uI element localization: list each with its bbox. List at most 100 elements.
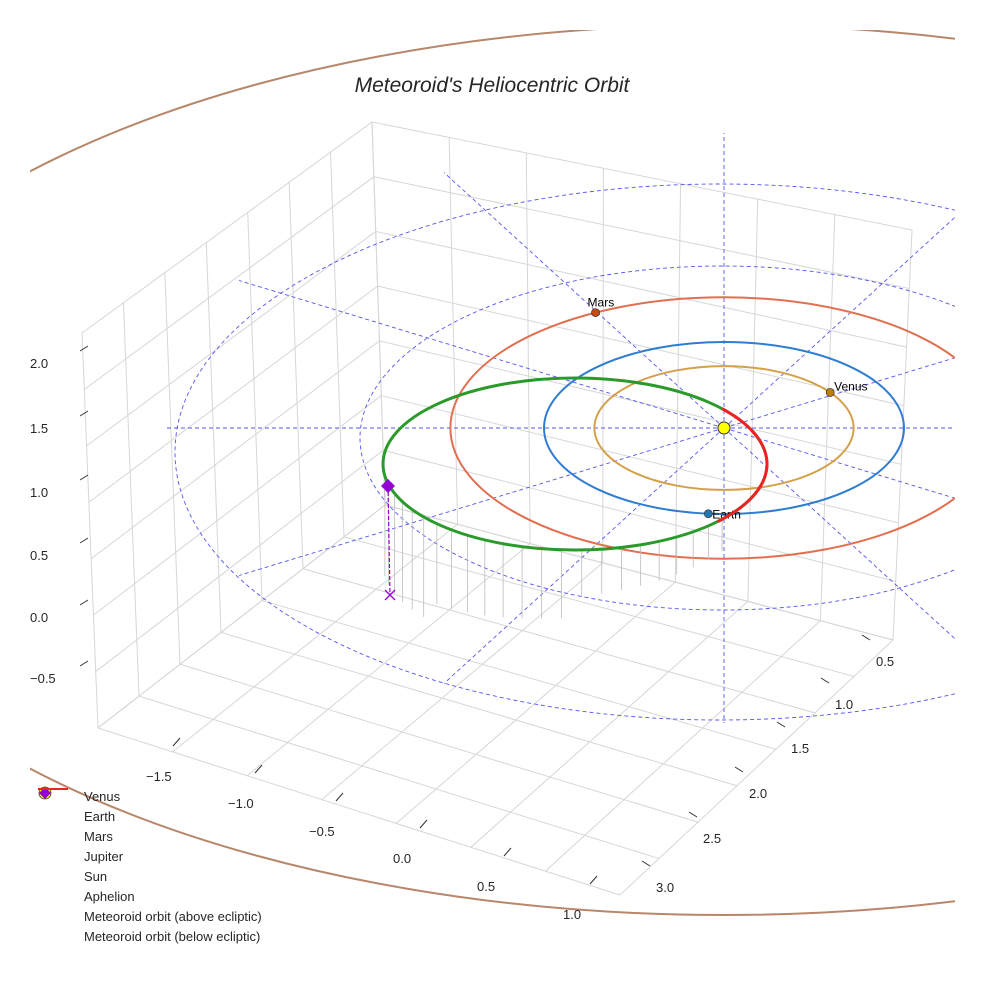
y-tick-label: 1.5 (791, 741, 809, 756)
y-tick-mark (734, 766, 744, 773)
back-pane-gridline (381, 395, 899, 524)
z-tick-mark (79, 537, 89, 544)
meteoroid-orbit-below (717, 407, 769, 523)
legend-item: Venus (38, 786, 262, 806)
legend-label: Meteoroid orbit (below ecliptic) (84, 928, 261, 944)
floor-pane-gridline (302, 568, 816, 714)
orbit-earth (543, 341, 905, 515)
floor-pane-gridline (97, 727, 621, 896)
floor-pane-gridline (545, 620, 821, 872)
legend-label: Mars (84, 828, 113, 844)
y-tick-label: 0.5 (876, 654, 894, 669)
planet-label-mars: Mars (588, 296, 615, 310)
y-tick-mark (861, 634, 871, 641)
legend-label: Aphelion (84, 888, 135, 904)
y-tick-label: 1.0 (835, 697, 853, 712)
orbits-group: Venus Earth Mars (30, 30, 955, 916)
aphelion-marker (381, 479, 395, 493)
back-pane-gridline (371, 121, 913, 231)
left-pane-gridline (205, 242, 222, 633)
y-tick-mark (641, 860, 651, 867)
left-pane-gridline (93, 395, 382, 616)
legend-item: Jupiter (38, 787, 262, 866)
x-tick-mark (172, 737, 181, 747)
legend-item: Earth (38, 787, 262, 826)
y-tick-label: 3.0 (656, 880, 674, 895)
aphelion-drop-line (387, 485, 391, 596)
floor-pane-gridline (138, 695, 660, 860)
legend-label: Venus (84, 788, 121, 804)
x-tick-mark (254, 764, 263, 774)
z-tick-label: 1.0 (30, 485, 48, 500)
floor-pane-gridline (179, 663, 699, 823)
radial-reference-line (238, 427, 725, 576)
back-pane-gridline (525, 152, 531, 544)
legend-item: Meteoroid orbit (below ecliptic) (38, 788, 262, 946)
z-tick-label: 2.0 (30, 356, 48, 371)
z-tick-mark (79, 474, 89, 481)
x-tick-mark (503, 847, 512, 857)
legend-item: Meteoroid orbit (above ecliptic) (38, 788, 262, 926)
y-tick-mark (820, 677, 830, 684)
back-pane-gridline (383, 449, 896, 582)
x-tick-mark (419, 819, 428, 829)
planet-marker-earth (703, 509, 713, 519)
x-tick-mark (589, 875, 598, 885)
floor-pane-gridline (619, 639, 894, 896)
y-tick-mark (776, 721, 786, 728)
floor-pane-gridline (97, 504, 386, 729)
left-pane-gridline (81, 121, 373, 334)
meteoroid-orbit-above (381, 376, 769, 552)
sun-marker (717, 421, 731, 435)
orbit-mars (449, 296, 955, 560)
planet-marker-mars (591, 308, 600, 317)
back-pane-gridline (448, 137, 459, 525)
aphelion-projection-marker (384, 589, 396, 601)
y-tick-label: 2.0 (749, 786, 767, 801)
planet-label-venus: Venus (834, 379, 867, 393)
legend-label: Earth (84, 808, 116, 824)
left-pane-gridline (88, 285, 378, 503)
legend-label: Sun (84, 868, 108, 884)
z-tick-label: −0.5 (30, 671, 56, 686)
back-pane-gridline (747, 199, 759, 602)
legend-item: Sun (38, 786, 262, 886)
legend-item: Aphelion (38, 787, 262, 906)
radial-reference-line (723, 427, 955, 640)
floor-pane-gridline (172, 523, 458, 753)
floor-pane-gridline (395, 581, 676, 824)
floor-pane-gridline (220, 631, 738, 787)
x-tick-label: 0.0 (393, 851, 411, 866)
back-pane-gridline (375, 230, 907, 348)
reference-ring-inner (359, 265, 955, 611)
orbit-jupiter (30, 30, 955, 916)
x-tick-label: −1.0 (228, 796, 254, 811)
back-pane-gridline (373, 176, 910, 290)
y-tick-label: 2.5 (703, 831, 721, 846)
radial-reference-line (238, 280, 725, 429)
reference-ring-outer (174, 183, 955, 721)
z-tick-mark (79, 599, 89, 606)
left-pane-gridline (247, 212, 263, 601)
legend-item: Mars (38, 787, 262, 846)
legend-label: Jupiter (84, 848, 124, 864)
z-tick-mark (79, 660, 89, 667)
floor-pane-gridline (321, 562, 604, 800)
x-tick-mark (335, 792, 344, 802)
back-pane-gridline (371, 121, 386, 506)
legend-label: Meteoroid orbit (above ecliptic) (84, 908, 262, 924)
radial-reference-line (443, 172, 725, 429)
radial-reference-line (723, 427, 955, 499)
z-tick-mark (79, 410, 89, 417)
orbit-venus (593, 365, 855, 491)
back-pane-gridline (377, 285, 904, 407)
left-pane-gridline (81, 332, 99, 729)
back-pane-gridline (602, 168, 604, 563)
floor-pane-gridline (384, 504, 894, 641)
back-pane-gridline (819, 214, 836, 621)
x-tick-label: −1.5 (146, 769, 172, 784)
y-tick-mark (688, 811, 698, 818)
left-pane-gridline (330, 152, 345, 537)
z-tick-mark (79, 345, 89, 352)
